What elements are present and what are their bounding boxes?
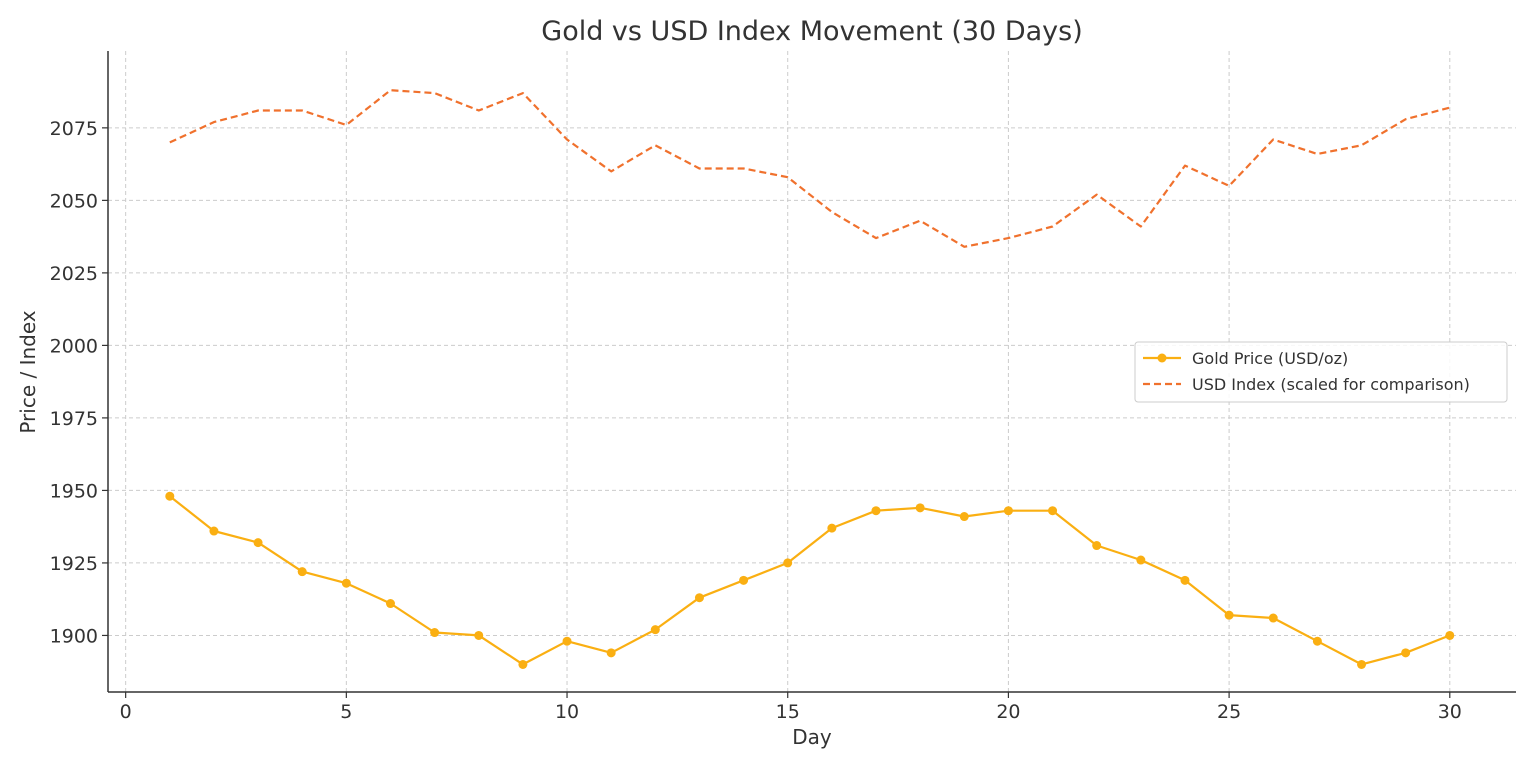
x-tick-label: 10 — [555, 701, 579, 723]
gold-price-point — [474, 630, 484, 640]
gold-price-point — [739, 575, 749, 585]
legend-marker-gold — [1157, 353, 1167, 363]
gold-price-point — [959, 512, 969, 522]
gold-price-point — [1312, 636, 1322, 646]
gold-price-point — [1092, 541, 1102, 551]
series-layer — [165, 89, 1455, 669]
y-tick-label: 2075 — [50, 118, 98, 140]
gold-price-line — [169, 495, 1451, 666]
chart-title: Gold vs USD Index Movement (30 Days) — [541, 16, 1082, 47]
gold-price-point — [606, 648, 616, 658]
gold-price-point — [650, 625, 660, 635]
gold-price-point — [253, 538, 263, 548]
legend: Gold Price (USD/oz) USD Index (scaled fo… — [1134, 341, 1508, 403]
legend-label-gold: Gold Price (USD/oz) — [1192, 349, 1348, 368]
legend-label-usd: USD Index (scaled for comparison) — [1192, 375, 1470, 394]
y-tick-label: 1925 — [50, 553, 98, 575]
gold-price-point — [783, 558, 793, 568]
x-tick-label: 25 — [1217, 701, 1241, 723]
axes — [107, 51, 1516, 693]
ticks: 0 5 10 15 20 25 301900192519501975200020252050… — [50, 118, 1462, 723]
gold-price-point — [1136, 555, 1146, 565]
gold-price-point — [430, 628, 440, 638]
gold-price-point — [1180, 575, 1190, 585]
gold-price-point — [1224, 610, 1234, 620]
gold-price-point — [915, 503, 925, 513]
y-tick-label: 1950 — [50, 480, 98, 502]
gold-price-point — [1401, 648, 1411, 658]
usd-index-line — [169, 89, 1451, 248]
gold-price-point — [518, 659, 528, 669]
gold-price-point — [385, 599, 395, 609]
gold-price-point — [209, 526, 219, 536]
gold-price-point — [1268, 613, 1278, 623]
gold-price-point — [1048, 506, 1058, 516]
x-tick-label: 0 — [120, 701, 132, 723]
gold-price-point — [165, 491, 175, 501]
x-tick-label: 20 — [996, 701, 1020, 723]
x-tick-label: 30 — [1438, 701, 1462, 723]
legend-box — [1134, 341, 1508, 403]
y-tick-label: 1900 — [50, 625, 98, 647]
x-tick-label: 15 — [776, 701, 800, 723]
y-tick-label: 2050 — [50, 190, 98, 212]
gold-price-point — [341, 578, 351, 588]
gold-price-point — [1445, 630, 1455, 640]
gold-price-point — [1003, 506, 1013, 516]
gold-price-point — [871, 506, 881, 516]
gold-price-point — [562, 636, 572, 646]
y-tick-label: 2025 — [50, 263, 98, 285]
y-axis-label: Price / Index — [16, 310, 40, 433]
gold-price-point — [297, 567, 307, 577]
x-tick-label: 5 — [340, 701, 352, 723]
y-tick-label: 2000 — [50, 335, 98, 357]
gold-price-point — [827, 523, 837, 533]
gold-price-point — [694, 593, 704, 603]
gold-price-point — [1357, 659, 1367, 669]
y-tick-label: 1975 — [50, 408, 98, 430]
x-axis-label: Day — [792, 725, 832, 749]
grid — [108, 51, 1516, 692]
